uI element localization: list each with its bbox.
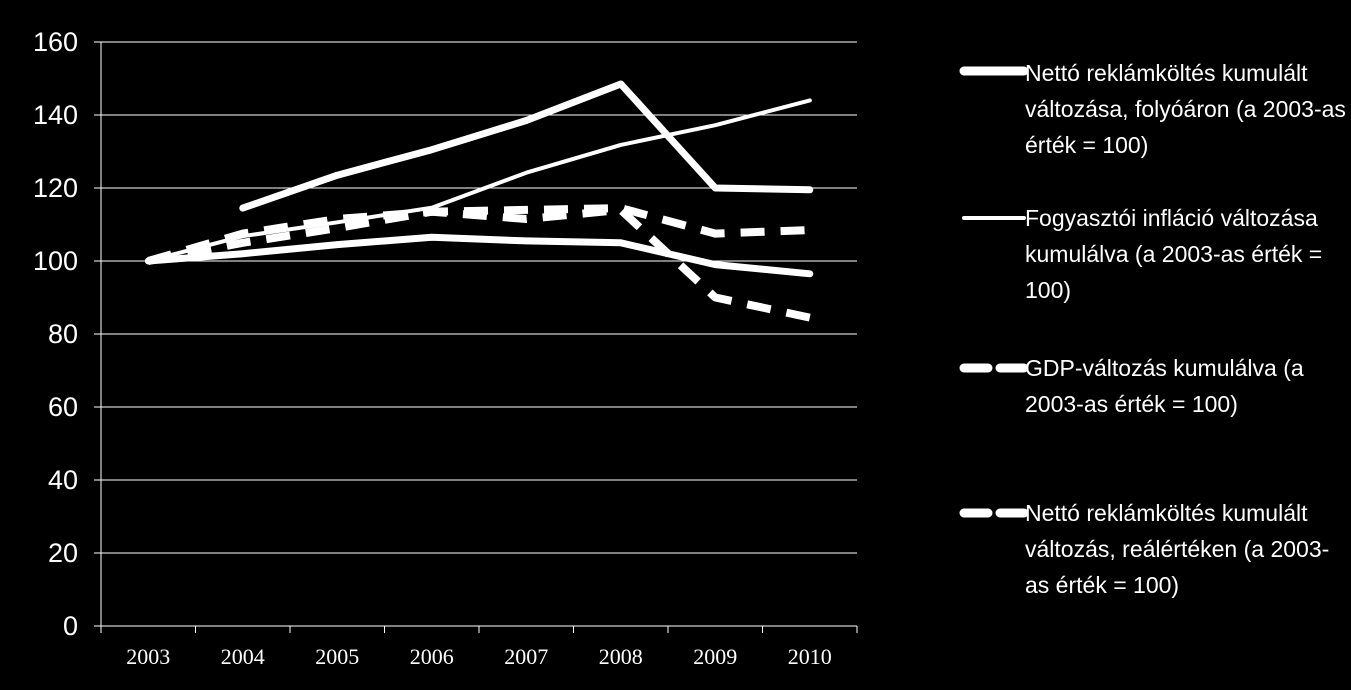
x-tick-label: 2004 [221, 644, 265, 669]
y-tick-label: 60 [48, 392, 78, 422]
legend-swatch-thick-solid [959, 66, 1029, 76]
series-line-1 [239, 80, 814, 212]
y-tick-label: 40 [48, 465, 78, 495]
y-tick-label: 160 [33, 27, 78, 57]
x-tick-label: 2006 [410, 644, 454, 669]
legend-swatch-thin-solid [962, 216, 1026, 220]
series-line-5 [144, 233, 814, 278]
x-tick-label: 2010 [788, 644, 832, 669]
legend-label: GDP-változás kumulálva (a 2003-as érték … [1025, 355, 1304, 417]
series-line-3 [147, 204, 810, 265]
y-tick-label: 20 [48, 538, 78, 568]
legend-label: Fogyasztói infláció változása kumulálva … [1025, 205, 1323, 303]
y-tick-label: 100 [33, 246, 78, 276]
x-tick-label: 2005 [315, 644, 359, 669]
legend-swatch-thick-dash [959, 508, 1029, 518]
series-line-2 [146, 98, 812, 263]
gridlines [101, 41, 857, 554]
legend-swatch-thick-dash [959, 363, 1029, 373]
x-tick-label: 2008 [599, 644, 643, 669]
legend-label: Nettó reklámköltés kumulált változás, re… [1025, 500, 1330, 598]
y-tick-label: 140 [33, 100, 78, 130]
legend-label: Nettó reklámköltés kumulált változása, f… [1025, 60, 1346, 158]
y-tick-label: 120 [33, 173, 78, 203]
series-line-4 [147, 205, 811, 322]
y-tick-label: 0 [63, 611, 78, 641]
x-tick-label: 2007 [504, 644, 548, 669]
x-tick-label: 2003 [126, 644, 170, 669]
y-axis-ticks: 0 20 40 60 80 100 120 140 160 [33, 27, 101, 641]
series-lines [144, 80, 814, 322]
x-axis-ticks: 2003 2004 2005 2006 2007 2008 2009 2010 [100, 626, 858, 669]
y-tick-label: 80 [48, 319, 78, 349]
x-tick-label: 2009 [693, 644, 737, 669]
